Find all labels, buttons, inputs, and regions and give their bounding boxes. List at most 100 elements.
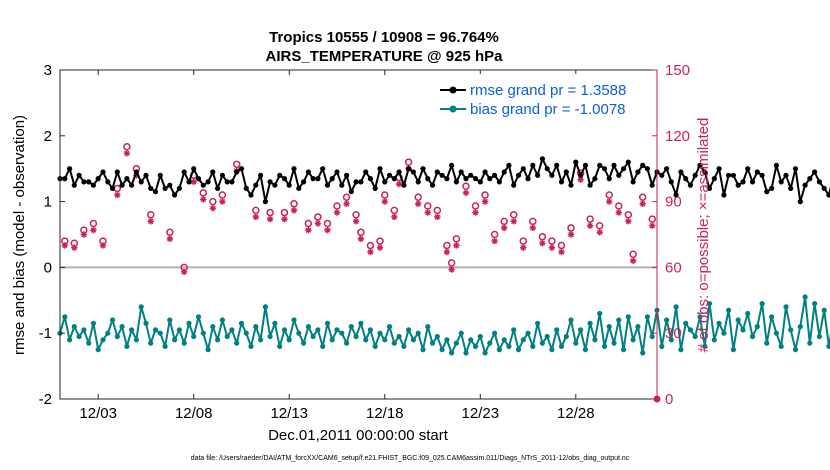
- series-layer: [57, 156, 830, 356]
- obs-possible-marker: [166, 228, 174, 237]
- rmse-point: [726, 172, 732, 178]
- obs-assimilated-marker: [629, 257, 637, 265]
- rmse-point: [62, 176, 68, 182]
- bias-point: [62, 314, 68, 320]
- rmse-point: [812, 169, 818, 175]
- rmse-point: [210, 169, 216, 175]
- obs-possible-marker: [648, 215, 656, 223]
- data-file-footer: data file: /Users/raeder/DAI/ATM_forcXX/…: [191, 455, 630, 462]
- legend-rmse-marker: [449, 86, 457, 94]
- legend-bias-label: bias grand pr = -1.0078: [470, 101, 626, 118]
- rmse-point: [425, 176, 431, 182]
- rmse-point: [644, 166, 651, 172]
- bias-point: [683, 320, 689, 326]
- obs-possible-marker: [123, 143, 131, 151]
- rmse-point: [687, 182, 694, 188]
- rmse-point: [444, 176, 450, 182]
- obs-assimilated-marker: [209, 204, 217, 212]
- bias-point: [281, 327, 288, 333]
- rmse-point: [549, 172, 555, 178]
- y2-tick-label: 90: [665, 194, 682, 211]
- rmse-point: [802, 182, 808, 188]
- bias-point: [420, 347, 426, 353]
- bias-point: [463, 350, 469, 356]
- obs-possible-marker: [304, 219, 313, 228]
- obs-assimilated-marker: [615, 209, 622, 216]
- bias-point: [301, 340, 307, 346]
- rmse-point: [277, 172, 283, 178]
- rmse-point: [749, 179, 756, 185]
- bias-point: [515, 347, 522, 353]
- rmse-point: [606, 176, 612, 182]
- rmse-point: [344, 172, 350, 178]
- obs-assimilated-marker: [180, 268, 188, 275]
- bias-point: [458, 330, 464, 336]
- bias-point: [468, 337, 474, 343]
- rmse-point: [238, 166, 245, 172]
- obs-assimilated-marker: [453, 242, 460, 249]
- bias-point: [449, 350, 455, 356]
- rmse-point: [410, 169, 416, 175]
- rmse-point: [243, 185, 249, 191]
- rmse-point: [659, 172, 665, 178]
- bias-point: [706, 301, 713, 307]
- bias-point: [358, 320, 364, 326]
- obs-possible-marker: [366, 241, 375, 250]
- bias-point: [778, 343, 784, 349]
- bias-point: [152, 327, 159, 333]
- obs-assimilated-marker: [252, 213, 260, 221]
- bias-point: [339, 330, 345, 336]
- rmse-point: [587, 182, 593, 188]
- y-tick-label: 2: [44, 128, 52, 145]
- bias-point: [391, 340, 397, 346]
- rmse-point: [391, 176, 397, 182]
- rmse-point: [329, 176, 335, 182]
- obs-possible-marker: [414, 193, 422, 201]
- rmse-point: [554, 162, 560, 168]
- bias-point: [71, 324, 77, 330]
- obs-assimilated-marker: [99, 242, 107, 249]
- rmse-point: [114, 169, 120, 175]
- bias-point: [344, 340, 350, 346]
- rmse-point: [697, 162, 703, 168]
- bias-point: [234, 340, 240, 346]
- rmse-point: [205, 179, 211, 185]
- rmse-point: [601, 166, 608, 172]
- rmse-point: [109, 185, 116, 191]
- bias-point: [673, 304, 679, 310]
- obs-assimilated-marker: [123, 150, 131, 157]
- bias-point: [535, 320, 541, 326]
- obs-possible-marker: [323, 219, 332, 228]
- bias-point: [172, 337, 178, 343]
- bias-point: [100, 337, 106, 343]
- obs-assimilated-marker: [166, 235, 174, 243]
- rmse-point: [807, 176, 813, 182]
- rmse-point: [167, 182, 173, 188]
- x-tick-label: 12/18: [366, 405, 404, 422]
- rmse-point: [148, 185, 154, 191]
- bias-point: [716, 320, 722, 326]
- rmse-point: [286, 182, 292, 188]
- bias-point: [554, 327, 560, 333]
- obs-possible-marker: [500, 217, 508, 226]
- rmse-point: [86, 179, 92, 185]
- bias-point: [749, 333, 756, 340]
- bias-point: [315, 327, 321, 333]
- obs-possible-marker: [146, 211, 155, 219]
- x-tick-label: 12/08: [175, 405, 213, 422]
- obs-possible-marker: [586, 215, 594, 223]
- obs-assimilated-marker: [305, 226, 312, 234]
- obs-count-layer: [61, 143, 656, 275]
- bias-point: [544, 333, 550, 340]
- bias-point: [625, 314, 631, 320]
- obs-assimilated-marker: [266, 215, 274, 223]
- bias-point: [664, 317, 670, 323]
- rmse-point: [291, 166, 297, 172]
- obs-assimilated-marker: [114, 191, 121, 199]
- rmse-point: [515, 172, 522, 178]
- bias-point: [109, 317, 116, 323]
- rmse-point: [764, 189, 770, 195]
- y-axis-right: 0 30 60 90 120 150: [652, 62, 690, 408]
- obs-assimilated-marker: [500, 224, 508, 232]
- bias-point: [210, 324, 216, 330]
